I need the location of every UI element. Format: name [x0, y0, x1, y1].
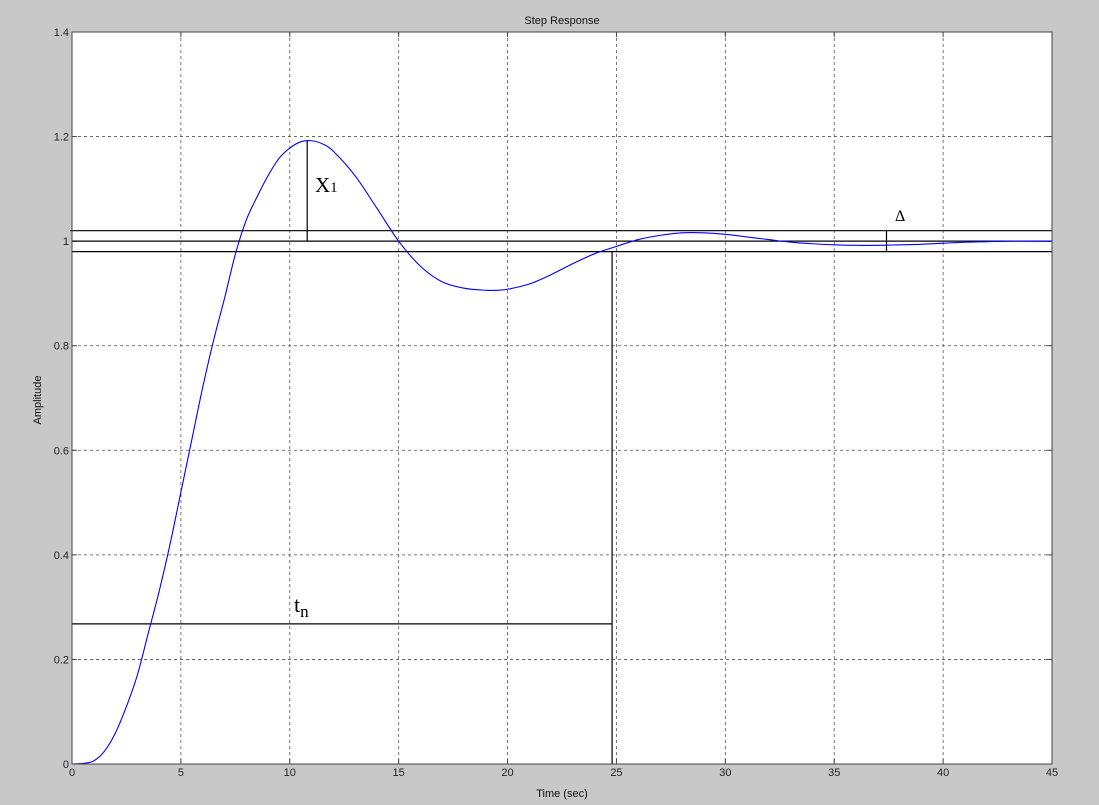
x-tick-label: 40	[937, 767, 949, 779]
x-tick-label: 20	[501, 767, 513, 779]
annotations	[70, 140, 1052, 764]
x-tick-label: 15	[393, 767, 405, 779]
x-tick-label: 25	[610, 767, 622, 779]
x-tick-label: 0	[69, 767, 75, 779]
x-tick-label: 35	[828, 767, 840, 779]
y-axis-label: Amplitude	[32, 376, 44, 425]
y-tick-label: 0.6	[54, 445, 69, 457]
x-axis-label: Time (sec)	[536, 788, 588, 800]
y-tick-label: 1.2	[54, 132, 69, 144]
chart-title: Step Response	[524, 15, 599, 27]
delta-label: Δ	[895, 208, 905, 225]
tn-label: tn	[294, 592, 309, 621]
y-tick-label: 1	[63, 236, 69, 248]
x1-label: X1	[315, 173, 338, 197]
y-tick-label: 0.8	[54, 341, 69, 353]
y-tick-label: 0.2	[54, 654, 69, 666]
series-line	[71, 140, 1052, 765]
x-tick-label: 30	[719, 767, 731, 779]
x-tick-label: 10	[284, 767, 296, 779]
plot-area	[72, 32, 1052, 764]
y-tick-label: 1.4	[54, 27, 69, 39]
x-tick-label: 5	[178, 767, 184, 779]
x-tick-label: 45	[1046, 767, 1058, 779]
y-tick-label: 0	[63, 759, 69, 771]
y-tick-label: 0.4	[54, 550, 69, 562]
axes-frame	[71, 31, 1053, 765]
ticks: 0 5 10 15 20 25 30 35 40 45 0 0.2 0.4 0.6 0.8 1 1.2 1.4	[54, 27, 1058, 779]
